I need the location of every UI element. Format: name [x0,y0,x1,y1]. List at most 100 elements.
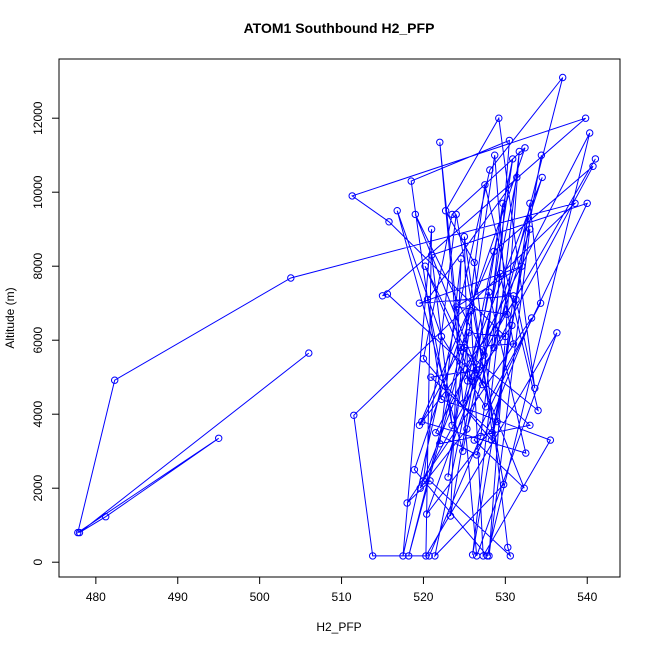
data-point [383,290,392,298]
data-point [481,181,489,189]
data-point [457,255,465,263]
x-tick-label: 540 [577,590,597,604]
data-point [571,199,579,208]
data-point [480,351,488,359]
series-layer [74,73,600,560]
data-point [399,552,407,560]
data-point [521,144,529,152]
data-point [559,73,567,82]
data-point [509,340,518,348]
data-point [509,292,518,300]
data-point [415,421,424,429]
x-tick-label: 490 [168,590,188,604]
data-point [460,232,469,241]
data-point [508,321,516,330]
data-point [581,114,590,122]
x-tick-label: 500 [250,590,270,604]
data-point [464,329,473,337]
data-point [490,343,498,352]
data-point [531,384,539,392]
data-point [483,552,491,560]
data-point [591,155,600,163]
x-tick-label: 510 [332,590,352,604]
x-axis-label: H2_PFP [316,620,361,634]
data-point [425,552,433,560]
data-point [503,310,511,318]
y-tick-label: 6000 [31,327,45,354]
data-point [495,114,503,122]
data-point [215,434,223,442]
data-point [526,421,534,429]
data-point [536,299,545,307]
data-point [526,199,534,208]
data-point [463,425,471,433]
data-point [464,377,472,385]
data-point [586,129,594,137]
data-point [473,552,481,560]
data-point [470,436,478,444]
data-point [403,499,411,507]
data-point [583,199,591,208]
data-point [287,274,295,282]
data-point [419,477,428,485]
data-point [448,210,456,219]
data-point [423,295,432,304]
data-point [526,225,534,233]
data-point [441,207,450,215]
data-point [369,552,377,560]
data-point [500,480,508,489]
y-tick-label: 4000 [31,401,45,428]
data-point [456,343,464,352]
data-point [473,451,481,459]
data-point [378,292,387,300]
data-point [459,399,468,407]
data-point [418,417,426,426]
data-point [512,295,520,304]
data-point [527,314,536,322]
x-tick-label: 530 [495,590,515,604]
data-point [515,147,523,156]
data-point [487,436,496,444]
data-point [348,192,356,200]
y-tick-label: 10000 [31,175,45,209]
data-point [468,551,477,559]
data-point [436,138,444,147]
data-point [482,403,490,411]
data-point [432,429,440,437]
data-point [437,395,446,404]
data-point [385,218,393,226]
x-axis: 480 490 500 510 520 530 540 [86,576,598,604]
data-point [405,552,413,560]
data-point [448,421,456,429]
data-point [538,173,546,182]
data-point [505,136,514,145]
data-point [411,210,419,219]
data-point [415,299,424,307]
data-point [477,432,485,441]
data-point [102,513,110,521]
data-point [305,349,313,357]
y-tick-label: 2000 [31,475,45,502]
data-point [444,473,452,481]
y-tick-label: 0 [31,559,45,566]
data-point [475,366,483,374]
y-tick-label: 8000 [31,253,45,280]
x-tick-label: 480 [86,590,106,604]
data-point [520,484,528,492]
data-point [452,210,460,219]
data-point [431,552,439,560]
data-point [506,552,514,560]
data-point [416,484,424,492]
data-point [553,329,561,337]
y-axis-label: Altitude (m) [3,287,17,348]
data-point [473,366,481,374]
data-point [486,166,494,174]
data-point [534,406,542,415]
data-point [446,512,455,520]
data-point [407,177,415,185]
data-point [437,332,446,341]
data-point [468,377,477,385]
data-point [422,552,430,560]
data-point [509,155,517,163]
